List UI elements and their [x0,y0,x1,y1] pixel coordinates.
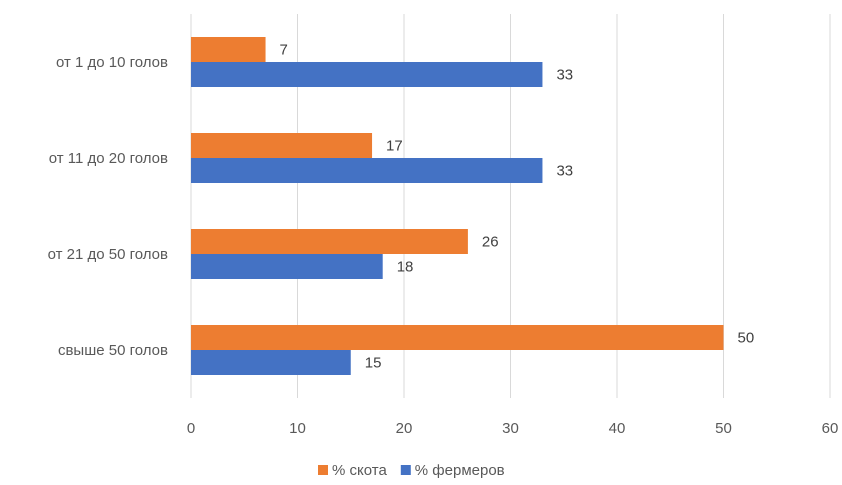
data-labels: 7 33 17 33 26 18 50 15 [280,42,755,372]
data-label: 17 [386,138,403,155]
data-label: 18 [397,259,414,276]
legend-swatch [318,465,328,475]
category-label: от 11 до 20 голов [49,150,168,167]
category-label: от 1 до 10 голов [56,54,168,71]
data-label: 33 [556,67,573,84]
bar [191,158,543,183]
bar [191,325,724,350]
legend-swatch [400,465,411,475]
data-label: 7 [280,42,288,59]
bar [191,229,468,254]
x-tick-label: 60 [822,420,839,437]
x-tick-label: 30 [502,420,519,437]
legend-label: % фермеров [415,462,505,479]
data-label: 50 [738,330,755,347]
legend: % скота % фермеров [318,462,505,479]
category-labels: от 1 до 10 голов от 11 до 20 голов от 21 д… [48,54,168,359]
x-tick-label: 40 [609,420,626,437]
bar [191,37,266,62]
legend-label: % скота [332,462,387,479]
category-label: от 21 до 50 голов [48,246,168,263]
x-tick-label: 50 [715,420,732,437]
category-label: свыше 50 голов [58,342,168,359]
x-tick-label: 10 [289,420,306,437]
data-label: 33 [556,163,573,180]
bar [191,62,543,87]
bars [191,37,724,375]
x-axis-tick-labels: 0 10 20 30 40 50 60 [187,420,839,437]
x-tick-label: 20 [396,420,413,437]
bar [191,254,383,279]
data-label: 15 [365,355,382,372]
bar [191,350,351,375]
x-tick-label: 0 [187,420,195,437]
data-label: 26 [482,234,499,251]
bar [191,133,373,158]
